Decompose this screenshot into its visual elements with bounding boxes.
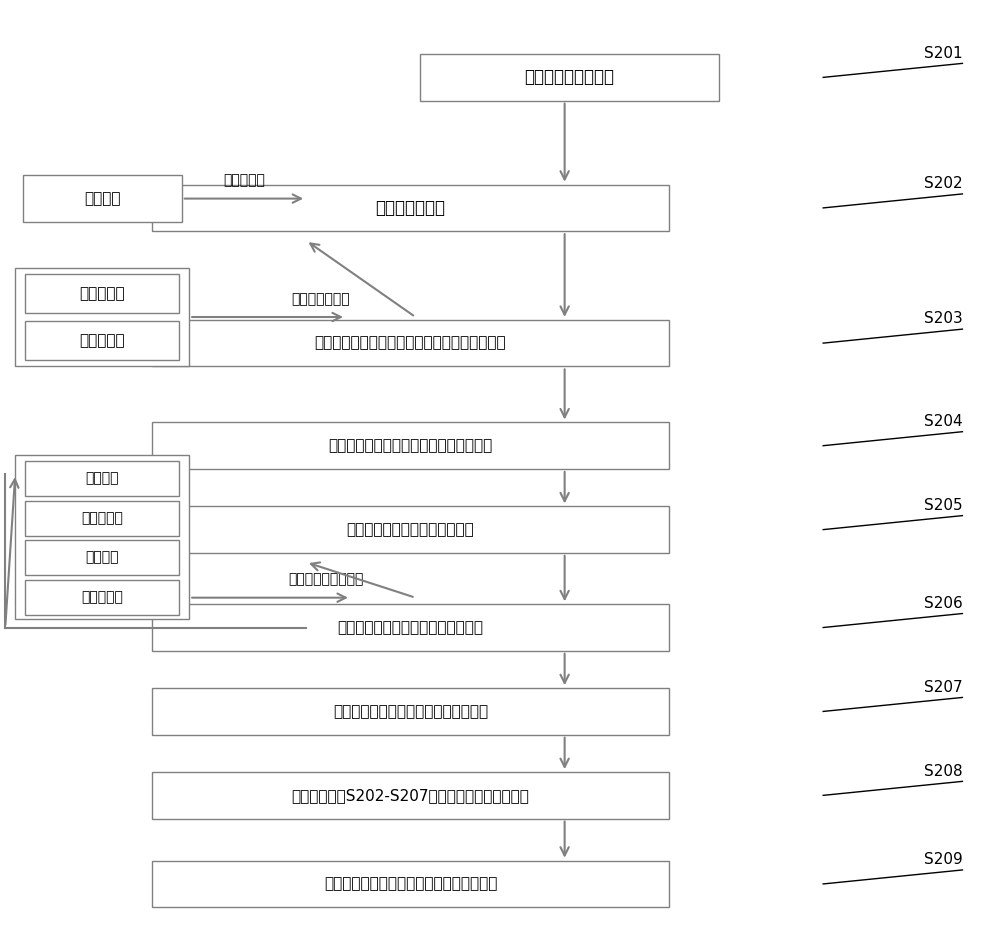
FancyBboxPatch shape: [152, 422, 669, 469]
Text: 空气流量: 空气流量: [85, 471, 119, 485]
Text: 设定空燃比: 设定空燃比: [223, 174, 265, 188]
FancyBboxPatch shape: [23, 175, 182, 222]
Text: 排气温度: 排气温度: [85, 551, 119, 565]
Text: 空气流量: 空气流量: [84, 191, 120, 206]
Text: 排气氧含量: 排气氧含量: [79, 286, 125, 301]
Text: 气体发动机起动运行: 气体发动机起动运行: [525, 68, 615, 86]
Text: 燃气喷射，某一工况点稳定运行时实现稀薄燃烧: 燃气喷射，某一工况点稳定运行时实现稀薄燃烧: [315, 336, 506, 351]
Text: 气体发动机负荷变化，转速偏离设定转速: 气体发动机负荷变化，转速偏离设定转速: [328, 438, 493, 453]
Text: S209: S209: [924, 852, 962, 867]
Text: S205: S205: [924, 498, 962, 513]
Text: 发动机工况变化平稳，瞬态响应性良好: 发动机工况变化平稳，瞬态响应性良好: [333, 704, 488, 719]
FancyBboxPatch shape: [152, 185, 669, 232]
Text: S208: S208: [924, 764, 962, 779]
Text: 燃气基本喷射量: 燃气基本喷射量: [376, 199, 446, 217]
Text: 修正燃气喷射量: 修正燃气喷射量: [292, 292, 350, 306]
Text: S206: S206: [924, 596, 962, 611]
Text: S204: S204: [924, 414, 962, 429]
FancyBboxPatch shape: [152, 320, 669, 367]
Text: 发动机转速: 发动机转速: [79, 333, 125, 348]
Text: 根据转速的变化改变燃气喷射量: 根据转速的变化改变燃气喷射量: [347, 522, 474, 537]
Text: 调整燃气喷射变化量: 调整燃气喷射变化量: [288, 572, 364, 586]
FancyBboxPatch shape: [152, 604, 669, 651]
FancyBboxPatch shape: [25, 501, 179, 537]
FancyBboxPatch shape: [152, 688, 669, 734]
FancyBboxPatch shape: [15, 268, 189, 366]
Text: S201: S201: [924, 46, 962, 61]
FancyBboxPatch shape: [15, 456, 189, 619]
FancyBboxPatch shape: [25, 461, 179, 496]
FancyBboxPatch shape: [152, 772, 669, 819]
FancyBboxPatch shape: [25, 540, 179, 575]
Text: 完成脉谱图标定，全工况运行稳定，响应快: 完成脉谱图标定，全工况运行稳定，响应快: [324, 876, 497, 891]
Text: 发动机转速: 发动机转速: [81, 591, 123, 605]
Text: 不断重复步骤S202-S207完成下一个工况点的标定: 不断重复步骤S202-S207完成下一个工况点的标定: [292, 788, 529, 803]
FancyBboxPatch shape: [25, 321, 179, 360]
Text: S203: S203: [924, 311, 962, 326]
FancyBboxPatch shape: [25, 580, 179, 615]
FancyBboxPatch shape: [420, 54, 719, 100]
Text: 确定负荷变化率与燃气喷射量的关系: 确定负荷变化率与燃气喷射量的关系: [338, 620, 484, 635]
Text: S202: S202: [924, 176, 962, 191]
FancyBboxPatch shape: [152, 861, 669, 907]
FancyBboxPatch shape: [152, 507, 669, 552]
Text: S207: S207: [924, 680, 962, 695]
FancyBboxPatch shape: [25, 274, 179, 313]
Text: 排气氧含量: 排气氧含量: [81, 511, 123, 525]
